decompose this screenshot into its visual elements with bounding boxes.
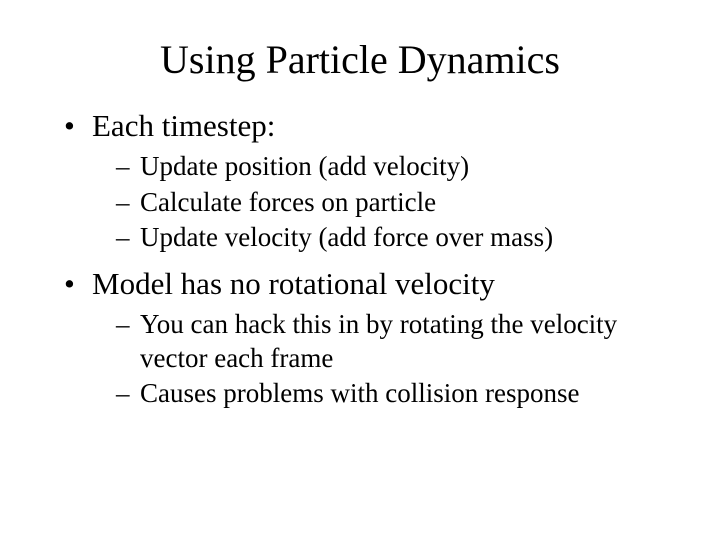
bullet-text: Update position (add velocity) xyxy=(140,151,469,181)
bullet-text: Calculate forces on particle xyxy=(140,187,436,217)
slide-content: Each timestep: Update position (add velo… xyxy=(0,107,720,411)
list-item: You can hack this in by rotating the vel… xyxy=(116,308,672,376)
list-item: Causes problems with collision response xyxy=(116,377,672,411)
list-item: Update position (add velocity) xyxy=(116,150,672,184)
sub-bullet-list: Update position (add velocity) Calculate… xyxy=(92,150,672,255)
bullet-text: Model has no rotational velocity xyxy=(92,266,495,301)
slide: Using Particle Dynamics Each timestep: U… xyxy=(0,0,720,540)
bullet-list: Each timestep: Update position (add velo… xyxy=(64,107,672,411)
slide-title: Using Particle Dynamics xyxy=(0,0,720,107)
bullet-text: You can hack this in by rotating the vel… xyxy=(140,309,617,373)
list-item: Model has no rotational velocity You can… xyxy=(64,265,672,411)
list-item: Update velocity (add force over mass) xyxy=(116,221,672,255)
bullet-text: Causes problems with collision response xyxy=(140,378,579,408)
bullet-text: Update velocity (add force over mass) xyxy=(140,222,553,252)
bullet-text: Each timestep: xyxy=(92,108,275,143)
list-item: Each timestep: Update position (add velo… xyxy=(64,107,672,255)
list-item: Calculate forces on particle xyxy=(116,186,672,220)
sub-bullet-list: You can hack this in by rotating the vel… xyxy=(92,308,672,411)
